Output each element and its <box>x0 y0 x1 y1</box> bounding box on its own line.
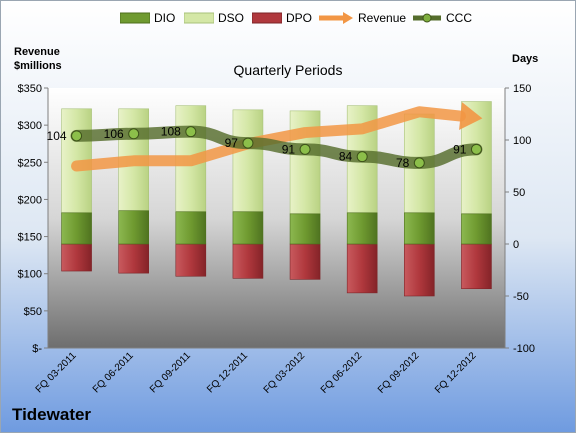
ccc-point <box>71 130 83 142</box>
left-tick-label: $200 <box>18 194 42 206</box>
left-tick-label: $- <box>32 343 42 355</box>
left-axis-title-line1: Revenue <box>14 46 60 58</box>
bar-dso <box>289 110 321 215</box>
ccc-data-label: 78 <box>396 156 410 170</box>
left-axis-title: Revenue $millions <box>14 45 62 73</box>
ccc-point <box>356 151 368 163</box>
left-tick-label: $50 <box>24 306 42 318</box>
bar-dio <box>232 211 264 245</box>
chart-title: Quarterly Periods <box>233 62 343 78</box>
ccc-data-label: 97 <box>225 136 239 150</box>
ccc-point <box>413 157 425 169</box>
bar-dpo <box>289 243 321 280</box>
bar-dio <box>289 213 321 245</box>
right-tick-label: 50 <box>513 187 525 199</box>
bar-dio <box>346 212 378 245</box>
ccc-data-label: 84 <box>339 150 353 164</box>
bar-dpo <box>461 243 492 290</box>
ccc-point <box>128 128 140 140</box>
left-tick-label: $100 <box>18 269 42 281</box>
left-tick-label: $300 <box>18 120 42 132</box>
legend-label-revenue: Revenue <box>358 11 407 25</box>
bar-dpo <box>232 243 264 279</box>
left-tick-label: $350 <box>18 83 42 95</box>
right-tick-label: 150 <box>513 83 531 95</box>
ccc-point <box>242 137 254 149</box>
legend-item-dio: DIO <box>120 10 175 26</box>
bar-dio <box>61 212 92 245</box>
ccc-point <box>299 143 311 155</box>
ccc-data-label: 106 <box>104 127 124 141</box>
legend-label-dpo: DPO <box>286 11 313 25</box>
revenue-arrowhead <box>459 102 483 130</box>
right-axis-title: Days <box>512 53 539 65</box>
bar-dio <box>175 211 207 245</box>
left-tick-label: $250 <box>18 157 42 169</box>
right-tick-label: -50 <box>513 291 529 303</box>
left-tick-label: $150 <box>18 232 42 244</box>
ccc-data-label: 104 <box>47 129 67 143</box>
bar-dpo <box>346 243 378 294</box>
legend-label-dio: DIO <box>154 11 176 25</box>
bar-dio <box>404 212 435 245</box>
bar-dpo <box>118 243 149 274</box>
company-name: Tidewater <box>12 405 92 424</box>
ccc-point <box>185 126 197 138</box>
bar-dso <box>232 109 264 213</box>
left-axis-title-line2: $millions <box>14 60 62 72</box>
legend-label-dso: DSO <box>218 11 245 25</box>
bar-dpo <box>404 243 435 297</box>
bar-dpo <box>175 243 207 277</box>
ccc-point <box>470 143 482 155</box>
ccc-data-label: 91 <box>282 142 296 156</box>
bar-dio <box>118 210 149 245</box>
revenue-line <box>71 106 467 172</box>
bar-dio <box>461 213 492 245</box>
right-tick-label: 100 <box>513 135 531 147</box>
ccc-data-label: 91 <box>453 142 467 156</box>
legend-item-ccc: CCC <box>412 10 472 26</box>
right-tick-label: -100 <box>513 343 535 355</box>
legend-item-dso: DSO <box>184 10 244 26</box>
legend-item-revenue: Revenue <box>318 10 406 26</box>
legend-label-ccc: CCC <box>446 11 472 25</box>
right-tick-label: 0 <box>513 239 519 251</box>
bar-dpo <box>61 243 92 272</box>
ccc-data-label: 108 <box>161 125 181 139</box>
legend-item-dpo: DPO <box>252 10 312 26</box>
